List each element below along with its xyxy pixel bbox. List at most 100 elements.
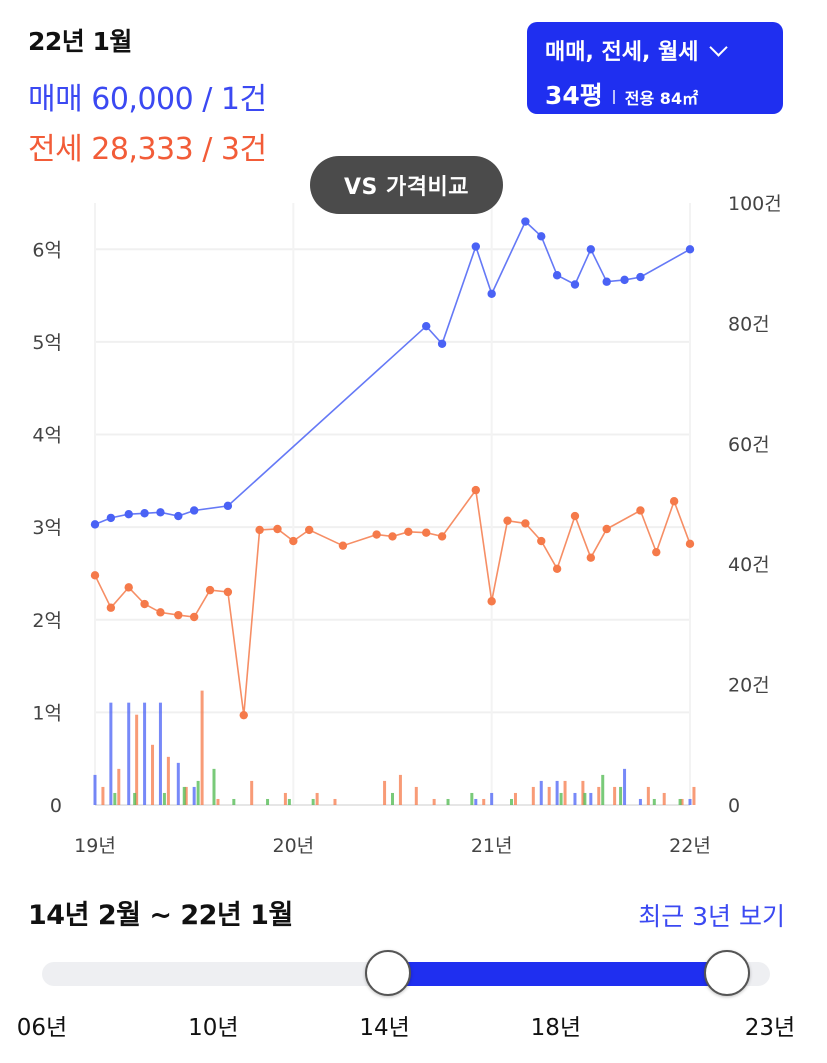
deal-type-label: 매매, 전세, 월세 [545,40,699,65]
price-point [422,528,431,537]
price-point [124,509,133,519]
volume-bar [333,798,337,805]
volume-bar [200,690,204,805]
price-point [273,524,282,534]
volume-bar [692,786,696,805]
price-point [669,497,679,506]
period-slider-range[interactable] [388,962,728,986]
price-point [570,280,580,289]
volume-bar [638,798,642,805]
price-point [685,245,695,254]
price-point [570,511,580,521]
y-left-tick-label: 6억 [32,239,62,261]
price-point [140,599,149,609]
pyeong-size: 34평 [545,81,603,110]
sale-price-summary: 매매 60,000 / 1건 [28,82,267,117]
volume-bar [482,798,486,805]
divider [612,90,615,104]
volume-bar [266,798,270,805]
price-point [404,527,413,536]
volume-bar [184,786,188,805]
volume-bar [109,702,113,805]
price-point [537,232,546,241]
volume-bar [490,792,494,805]
price-point [471,485,480,495]
volume-bar [563,780,567,805]
price-point [305,525,314,535]
x-tick-label: 20년 [272,835,314,857]
volume-bar [283,792,287,805]
y-left-tick-label: 5억 [32,332,62,354]
y-left-tick-label: 0 [50,795,62,817]
slider-tick-label: 23년 [744,1015,796,1041]
price-point [437,339,447,348]
y-left-tick-label: 1억 [32,702,62,724]
slider-start-handle[interactable] [365,950,411,996]
volume-bar [623,768,627,805]
volume-bar [287,798,291,805]
volume-bar [662,792,666,805]
volume-bar [414,786,418,805]
slider-end-handle[interactable] [704,950,751,996]
volume-bar [127,702,131,805]
volume-bar [315,792,319,805]
price-point [223,501,233,511]
y-right-tick-label: 0 [728,795,740,817]
price-point [174,610,183,620]
volume-bar [583,792,587,805]
x-tick-label: 22년 [669,835,711,857]
volume-bar [510,798,513,805]
price-point [205,585,215,595]
price-point [156,508,165,517]
slider-tick-label: 14년 [359,1015,410,1041]
volume-bar [589,792,593,805]
price-point [223,587,233,597]
volume-bar [158,702,162,805]
y-right-tick-label: 20건 [728,675,770,697]
y-left-tick-label: 4억 [32,425,62,447]
price-point [586,553,596,562]
x-tick-label: 21년 [471,835,513,857]
volume-bar [678,798,682,805]
price-point [422,321,431,331]
price-point [537,536,546,546]
recent-3-years-link[interactable]: 최근 3년 보기 [638,902,785,931]
deal-type-selector[interactable]: 매매, 전세, 월세 34평 전용 84㎡ [527,22,783,114]
price-point [189,506,199,515]
price-point [239,710,248,720]
price-point [602,524,611,534]
range-label: 14년 2월 ~ 22년 1월 [28,900,293,931]
x-tick-label: 19년 [74,835,116,857]
volume-bar [601,774,605,805]
price-point [189,612,199,622]
volume-bar [176,762,180,805]
period-label: 22년 1월 [28,27,132,56]
price-point [106,513,116,523]
volume-bar [613,786,617,805]
volume-bar [432,798,436,805]
volume-bar [531,786,535,805]
volume-bar [162,792,166,805]
vs-compare-button[interactable]: VS 가격비교 [310,156,503,214]
volume-bar [143,702,147,805]
price-point [106,603,116,612]
volume-bar [581,780,585,805]
price-point [140,509,149,518]
volume-bar [559,792,563,805]
volume-bar [446,798,450,805]
price-point [503,516,512,525]
price-point [255,525,264,535]
volume-bar [619,786,623,805]
volume-bar [470,792,474,805]
price-line-jeonse [94,488,691,716]
price-point [90,520,100,529]
price-point [602,277,611,286]
volume-bar [151,744,155,805]
volume-bar [113,792,117,805]
volume-bar [135,714,139,805]
price-point [521,217,530,226]
price-point [521,519,530,528]
volume-bar [101,786,105,805]
y-right-tick-label: 40건 [728,554,770,576]
price-line-sale [94,220,691,526]
